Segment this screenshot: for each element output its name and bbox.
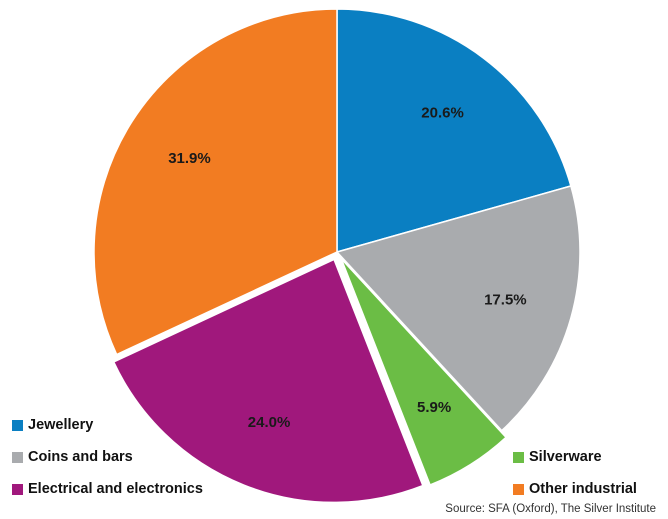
legend-item-jewellery: Jewellery bbox=[12, 417, 93, 433]
legend-item-electrical-and-electronics: Electrical and electronics bbox=[12, 481, 203, 497]
pie-slice-jewellery bbox=[336, 8, 572, 253]
slice-value-label-electrical-and-electronics: 24.0% bbox=[248, 414, 291, 431]
slice-value-label-coins-and-bars: 17.5% bbox=[484, 292, 527, 309]
slice-value-label-jewellery: 20.6% bbox=[421, 104, 464, 121]
legend-swatch-silverware bbox=[513, 451, 524, 463]
legend-label-silverware: Silverware bbox=[529, 449, 602, 465]
legend-label-electrical-and-electronics: Electrical and electronics bbox=[28, 481, 203, 497]
legend-item-other-industrial: Other industrial bbox=[513, 481, 637, 497]
pie-slice-coins-and-bars bbox=[335, 185, 581, 432]
legend-swatch-jewellery bbox=[12, 419, 23, 431]
pie-slice-other-industrial bbox=[93, 8, 338, 356]
legend-item-coins-and-bars: Coins and bars bbox=[12, 449, 133, 465]
pie-slice-silverware bbox=[340, 258, 508, 486]
legend-label-jewellery: Jewellery bbox=[28, 417, 94, 433]
legend-swatch-coins-and-bars bbox=[12, 451, 23, 463]
legend-item-silverware: Silverware bbox=[513, 449, 602, 465]
slice-value-label-silverware: 5.9% bbox=[417, 399, 451, 416]
slice-value-label-other-industrial: 31.9% bbox=[168, 150, 211, 167]
legend-swatch-electrical-and-electronics bbox=[12, 483, 23, 495]
legend-label-other-industrial: Other industrial bbox=[529, 481, 637, 497]
legend-swatch-other-industrial bbox=[513, 483, 524, 495]
legend-label-coins-and-bars: Coins and bars bbox=[28, 449, 133, 465]
pie-slice-electrical-and-electronics bbox=[112, 258, 424, 504]
source-note: Source: SFA (Oxford), The Silver Institu… bbox=[445, 503, 656, 515]
